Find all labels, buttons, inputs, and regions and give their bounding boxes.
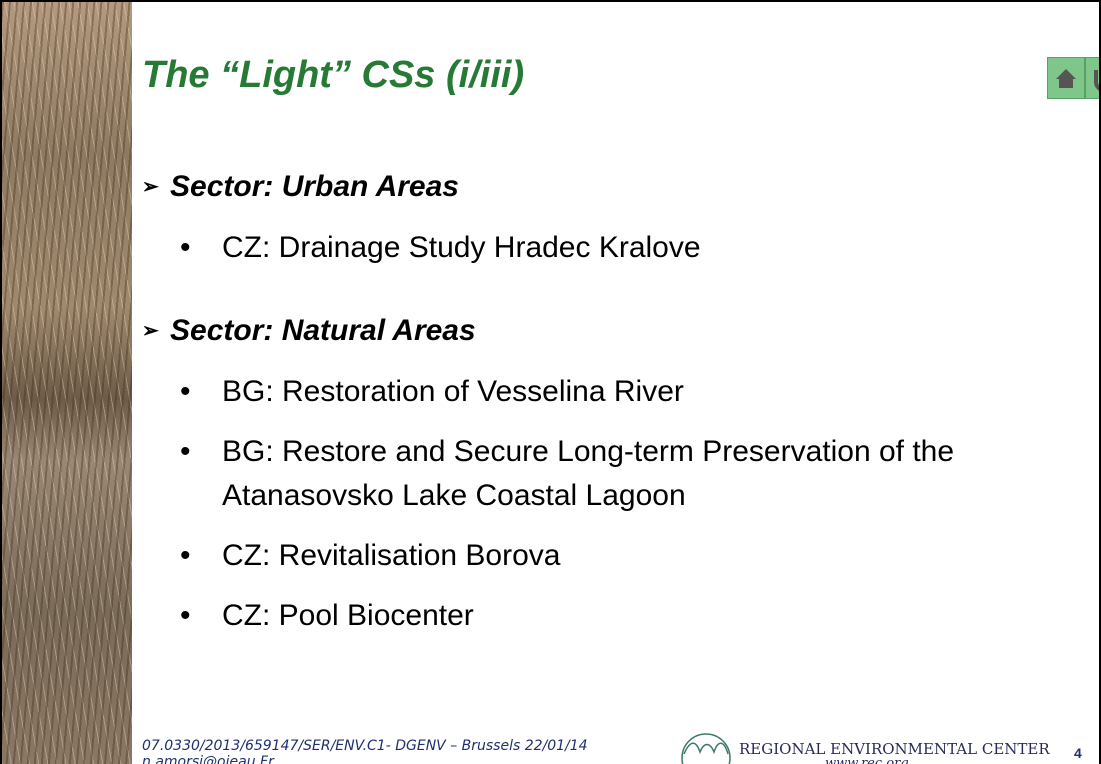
- bullet-item: • BG: Restore and Secure Long-term Preser…: [142, 430, 1052, 518]
- logo-url: www.rec.org: [825, 756, 909, 764]
- slide-title: The “Light” CSs (i/iii): [142, 54, 524, 97]
- bullet: •: [180, 370, 191, 414]
- section-heading: Sector: Urban Areas: [170, 170, 459, 203]
- home-button[interactable]: [1047, 57, 1085, 99]
- section-heading-row: ➢ Sector: Urban Areas: [142, 164, 1042, 210]
- bullet-item: • CZ: Revitalisation Borova: [142, 534, 1052, 578]
- bullet-item: • CZ: Pool Biocenter: [142, 594, 1052, 638]
- bullet: •: [180, 594, 191, 638]
- arrow-bullet: ➢: [142, 164, 159, 210]
- logo-icon: [678, 730, 734, 764]
- side-image: [2, 2, 132, 764]
- bullet-item: • BG: Restoration of Vesselina River: [142, 370, 1052, 414]
- page: The “Light” CSs (i/iii) ➢ Sector: Urban A…: [0, 0, 1101, 764]
- footer: 07.0330/2013/659147/SER/ENV.C1- DGENV – …: [142, 738, 588, 764]
- bullet-item: • CZ: Drainage Study Hradec Kralove: [142, 226, 1052, 270]
- item-text: CZ: Pool Biocenter: [222, 599, 474, 632]
- section: ➢ Sector: Natural Areas • BG: Restoration o…: [142, 308, 1042, 638]
- item-text: BG: Restore and Secure Long-term Preserv…: [222, 435, 954, 512]
- content: ➢ Sector: Urban Areas • CZ: Drainage Study …: [142, 164, 1042, 676]
- section-heading-row: ➢ Sector: Natural Areas: [142, 308, 1042, 354]
- back-icon: [1086, 58, 1101, 98]
- item-text: CZ: Revitalisation Borova: [222, 539, 560, 572]
- section: ➢ Sector: Urban Areas • CZ: Drainage Study …: [142, 164, 1042, 270]
- home-icon: [1048, 58, 1084, 98]
- footer-line: 07.0330/2013/659147/SER/ENV.C1- DGENV – …: [142, 738, 588, 754]
- arrow-bullet: ➢: [142, 308, 159, 354]
- slide: The “Light” CSs (i/iii) ➢ Sector: Urban A…: [0, 0, 1101, 764]
- footer-line: n.amorsi@oieau.Fr: [142, 754, 588, 764]
- page-number: 4: [1074, 745, 1082, 761]
- item-text: CZ: Drainage Study Hradec Kralove: [222, 231, 701, 264]
- bullet: •: [180, 534, 191, 578]
- section-heading: Sector: Natural Areas: [170, 314, 476, 347]
- bullet: •: [180, 430, 191, 474]
- bullet: •: [180, 226, 191, 270]
- back-button[interactable]: [1085, 57, 1101, 99]
- item-text: BG: Restoration of Vesselina River: [222, 375, 684, 408]
